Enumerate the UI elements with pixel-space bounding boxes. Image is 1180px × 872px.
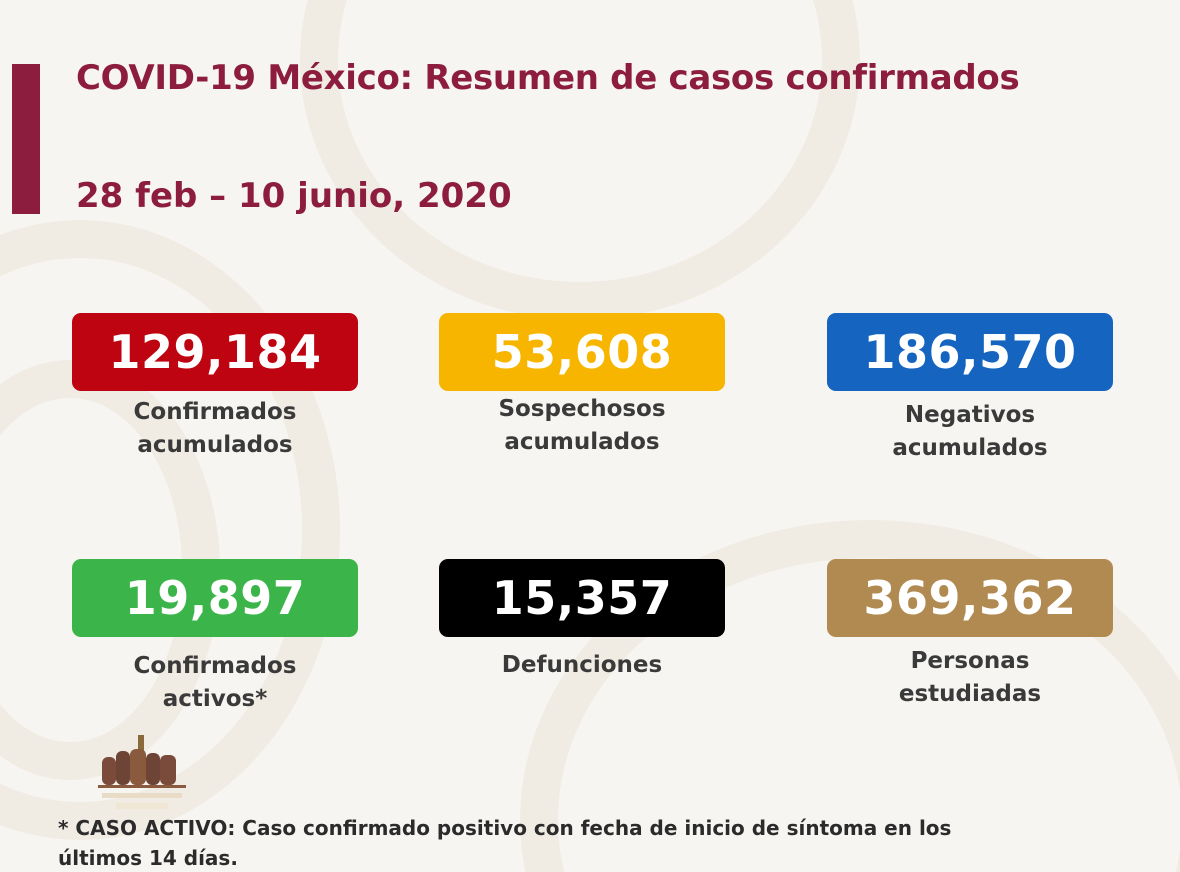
- stat-value: 129,184: [108, 325, 322, 379]
- label-line2: acumulados: [504, 429, 660, 455]
- label-line2: activos*: [162, 686, 268, 712]
- accent-bar: [12, 64, 40, 214]
- government-heroes-logo-icon: [98, 735, 186, 815]
- label-line1: Confirmados: [133, 653, 297, 679]
- footnote-line2: últimos 14 días.: [58, 846, 238, 870]
- stat-label: Confirmados acumulados: [72, 396, 358, 462]
- stat-card-confirmados-acumulados: 129,184: [72, 313, 358, 391]
- label-line1: Sospechosos: [498, 396, 666, 422]
- stat-label: Negativos acumulados: [827, 399, 1113, 465]
- page-title: COVID-19 México: Resumen de casos confir…: [76, 58, 1020, 98]
- stat-card-confirmados-activos: 19,897: [72, 559, 358, 637]
- stat-value: 186,570: [863, 325, 1077, 379]
- label-line2: acumulados: [892, 435, 1048, 461]
- date-range: 28 feb – 10 junio, 2020: [76, 176, 512, 216]
- stat-label: Confirmados activos*: [72, 650, 358, 716]
- stat-label: Sospechosos acumulados: [439, 393, 725, 459]
- label-line1: Negativos: [904, 402, 1036, 428]
- footnote: * CASO ACTIVO: Caso confirmado positivo …: [58, 813, 1138, 872]
- label-line1: Defunciones: [501, 652, 663, 678]
- stat-value: 19,897: [124, 571, 306, 625]
- stat-value: 53,608: [491, 325, 673, 379]
- stat-card-negativos-acumulados: 186,570: [827, 313, 1113, 391]
- stat-label: Defunciones: [439, 649, 725, 682]
- label-line2: acumulados: [137, 432, 293, 458]
- stat-card-defunciones: 15,357: [439, 559, 725, 637]
- stat-card-personas-estudiadas: 369,362: [827, 559, 1113, 637]
- label-line2: estudiadas: [898, 681, 1042, 707]
- stat-label: Personas estudiadas: [827, 645, 1113, 711]
- stat-card-sospechosos-acumulados: 53,608: [439, 313, 725, 391]
- label-line1: Confirmados: [133, 399, 297, 425]
- stat-value: 369,362: [863, 571, 1077, 625]
- footnote-line1: * CASO ACTIVO: Caso confirmado positivo …: [58, 816, 952, 840]
- label-line1: Personas: [910, 648, 1030, 674]
- stat-value: 15,357: [491, 571, 673, 625]
